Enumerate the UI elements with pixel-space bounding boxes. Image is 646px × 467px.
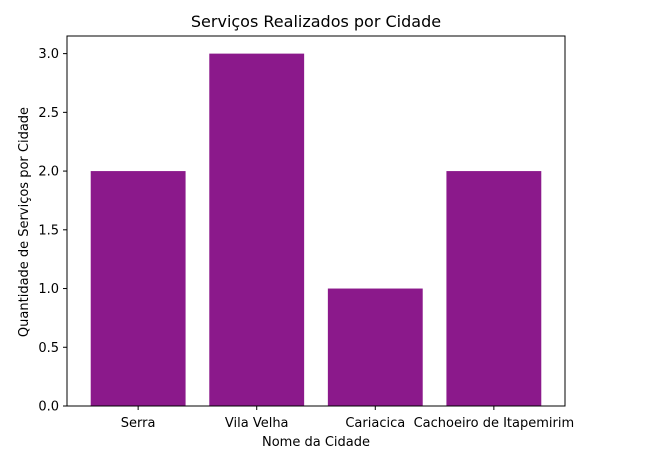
y-tick-label-4: 2.0 [38,165,59,180]
y-axis-label: Quantidade de Serviços por Cidade [17,107,32,337]
bar-1 [209,53,305,406]
x-tick-label-0: Serra [121,416,156,431]
y-tick-label-2: 1.0 [38,282,59,297]
bar-3 [446,171,542,406]
bar-0 [90,171,186,406]
x-axis-label: Nome da Cidade [262,435,370,450]
bar-2 [327,288,423,406]
plot-area: Serra Vila Velha Cariacica Cachoeiro de Ita… [38,35,575,431]
plot-frame [66,35,566,407]
y-tick-label-5: 2.5 [38,106,59,121]
x-tick-label-3: Cachoeiro de Itapemirim [414,416,575,431]
x-tick-label-2: Cariacica [345,416,405,431]
x-tick-label-1: Vila Velha [225,416,289,431]
y-tick-label-6: 3.0 [38,47,59,62]
y-tick-label-1: 0.5 [38,341,59,356]
y-tick-label-3: 1.5 [38,223,59,238]
y-tick-label-0: 0.0 [38,400,59,415]
chart-title: Serviços Realizados por Cidade [191,12,441,31]
